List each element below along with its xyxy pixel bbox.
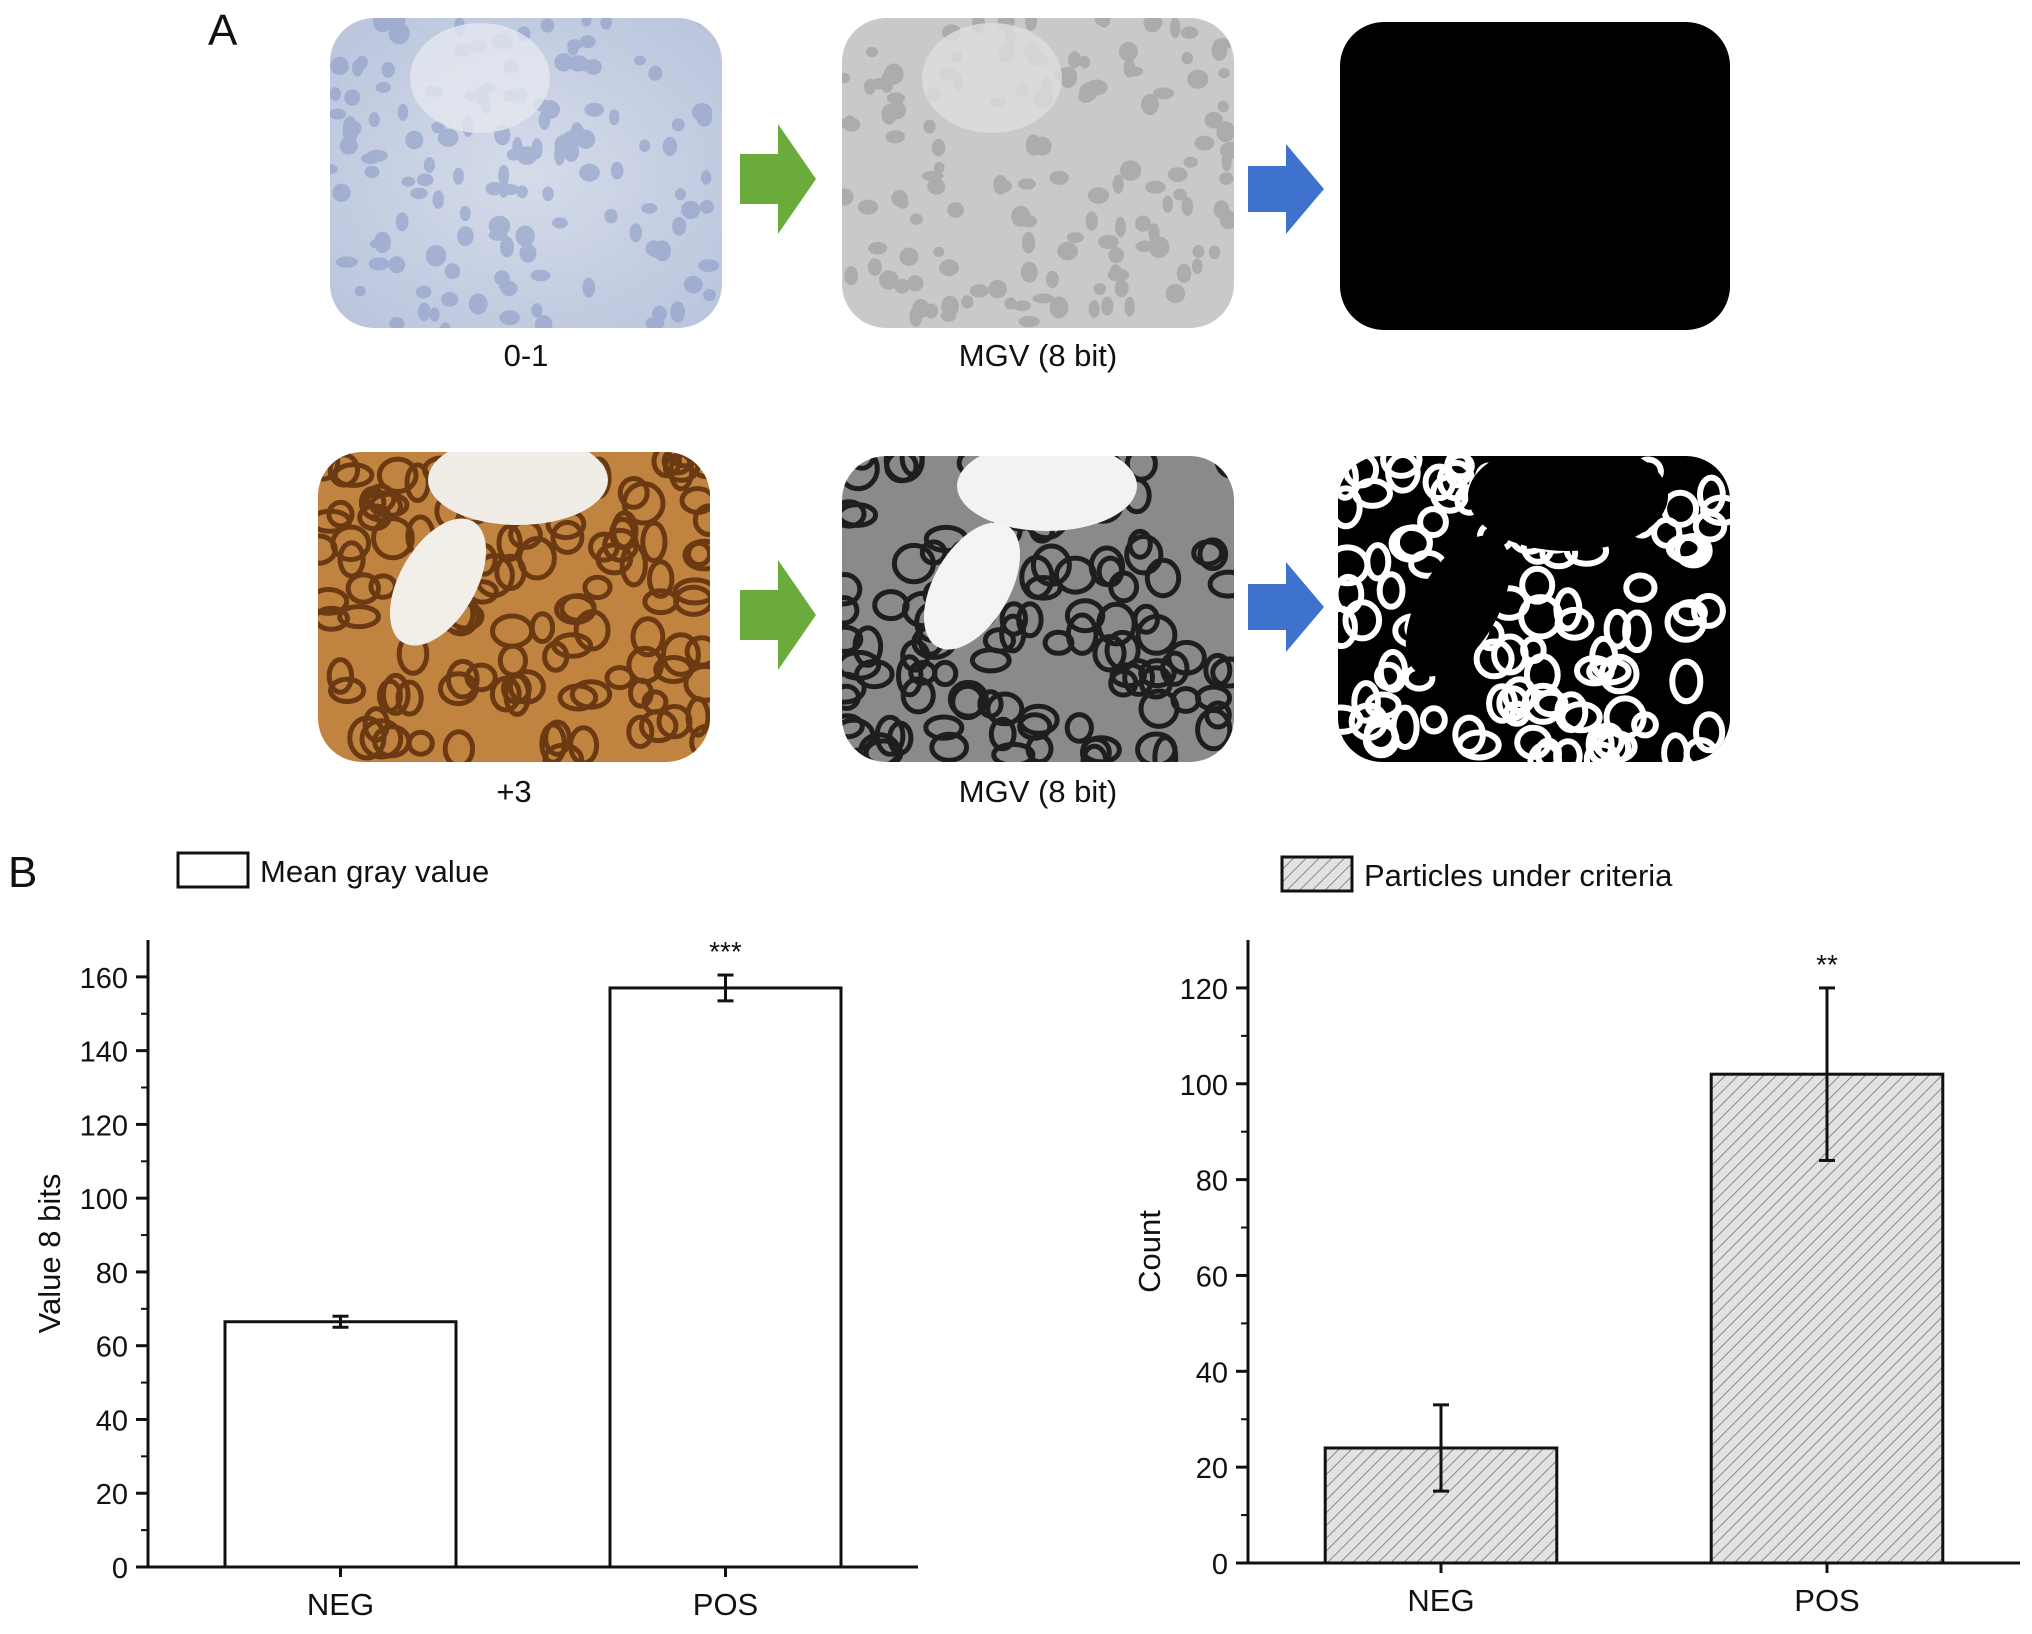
ihc-negative-image — [330, 18, 722, 328]
y-tick-label: 100 — [1180, 1070, 1228, 1102]
green-arrow-icon — [740, 124, 816, 239]
caption-mgv-negative: MGV (8 bit) — [958, 338, 1118, 373]
bar — [223, 1320, 458, 1569]
bar — [608, 986, 843, 1569]
legend-label: Mean gray value — [260, 854, 489, 889]
y-tick-label: 0 — [112, 1553, 128, 1585]
blue-arrow-icon — [1248, 562, 1324, 657]
x-tick-label: NEG — [307, 1587, 374, 1622]
ihc-positive-image — [318, 452, 710, 762]
y-tick-label: 80 — [96, 1258, 128, 1290]
caption-mgv-positive: MGV (8 bit) — [958, 774, 1118, 809]
y-tick-label: 20 — [96, 1479, 128, 1511]
mgv-negative-image — [842, 18, 1234, 328]
y-tick-label: 80 — [1196, 1166, 1228, 1198]
blue-arrow-icon — [1248, 144, 1324, 239]
y-tick-label: 100 — [80, 1184, 128, 1216]
y-tick-label: 20 — [1196, 1453, 1228, 1485]
x-tick-label: POS — [693, 1587, 758, 1622]
y-axis-label: Count — [1132, 1210, 1167, 1293]
panel-a-label: A — [208, 6, 238, 55]
y-tick-label: 120 — [1180, 974, 1228, 1006]
binary-positive-image — [1338, 456, 1730, 762]
y-tick-label: 120 — [80, 1110, 128, 1142]
binary-negative-image — [1340, 22, 1730, 330]
green-arrow-icon — [740, 560, 816, 675]
panel-b-label: B — [8, 848, 38, 897]
y-tick-label: 40 — [96, 1405, 128, 1437]
x-tick-label: POS — [1794, 1583, 1859, 1618]
legend-swatch — [1280, 855, 1354, 893]
y-tick-label: 60 — [1196, 1261, 1228, 1293]
significance-label: ** — [1816, 949, 1838, 980]
y-tick-label: 160 — [80, 963, 128, 995]
x-tick-label: NEG — [1407, 1583, 1474, 1618]
significance-label: *** — [709, 936, 742, 967]
y-tick-label: 40 — [1196, 1357, 1228, 1389]
legend-swatch — [176, 851, 250, 889]
caption-negative: 0-1 — [503, 338, 549, 373]
y-tick-label: 60 — [96, 1332, 128, 1364]
y-tick-label: 0 — [1212, 1549, 1228, 1581]
y-axis-label: Value 8 bits — [32, 1174, 67, 1334]
y-tick-label: 140 — [80, 1037, 128, 1069]
mgv-positive-image — [842, 456, 1234, 762]
caption-positive: +3 — [496, 774, 532, 809]
legend-label: Particles under criteria — [1364, 858, 1673, 893]
